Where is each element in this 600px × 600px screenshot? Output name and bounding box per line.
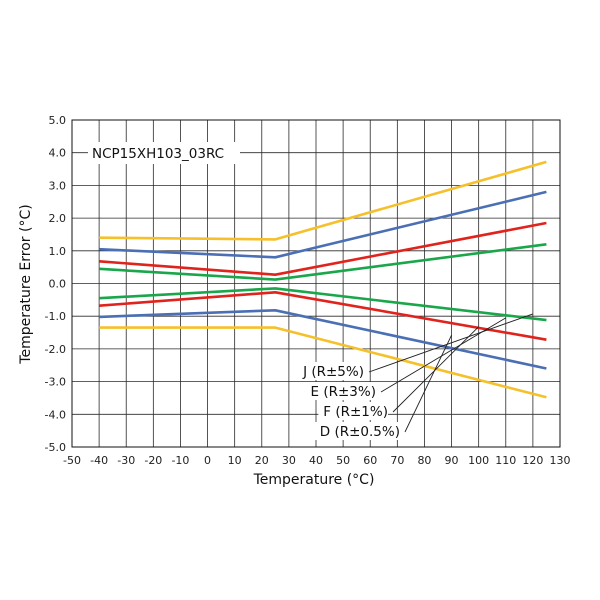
x-tick-label: 110 [495,454,516,467]
x-tick-label: 120 [522,454,543,467]
x-tick-label: 30 [282,454,296,467]
series-line [99,160,547,241]
series-line [99,287,547,322]
x-tick-label: -20 [144,454,162,467]
y-tick-label: 0.0 [49,278,67,291]
annotation-label: J (R±5%) [302,364,364,380]
y-tick-label: 4.0 [49,147,67,160]
y-tick-label: 1.0 [49,245,67,258]
y-tick-label: -3.0 [45,376,66,389]
y-tick-labels: 5.0 4.0 3.0 2.0 1.0 0.0 -1.0 -2.0 -3.0 -4.0 -5.0 [45,114,66,454]
annotation-label: D (R±0.5%) [320,424,400,440]
annotation-label-background [314,422,400,440]
y-tick-label: -5.0 [45,441,66,454]
series-line [99,326,547,399]
x-tick-labels: -50 -40 -30 -20 -10 0 10 20 30 40 50 60 70 80 90 100 110… [63,454,570,467]
y-tick-label: -4.0 [45,408,66,421]
annotation-label-background [306,382,376,400]
x-tick-label: -40 [90,454,108,467]
y-tick-label: 3.0 [49,179,67,192]
x-tick-label: 0 [204,454,211,467]
x-axis-title: Temperature (°C) [253,472,375,488]
series-lines [99,160,547,399]
x-tick-label: -10 [171,454,189,467]
x-tick-label: -30 [117,454,135,467]
x-tick-label: 90 [445,454,459,467]
annotation-label-background [318,402,388,420]
annotation-leaders: J (R±5%) E (R±3%) F (R±1%) D (R±0.5%) [294,313,534,440]
series-line [99,190,547,259]
annotation-label: E (R±3%) [311,384,376,400]
y-tick-label: -1.0 [45,310,66,323]
x-tick-label: -50 [63,454,81,467]
x-tick-label: 130 [550,454,571,467]
chart-title-background [88,142,240,164]
annotation-label: F (R±1%) [323,404,388,420]
annotation-leader-line [392,326,479,413]
annotation-leader-line [380,317,507,393]
chart-title-group: NCP15XH103_03RC [88,142,240,164]
plot-frame [71,119,561,448]
y-tick-label: 5.0 [49,114,67,127]
y-axis-title: Temperature Error (°C) [18,204,34,364]
y-tick-label: 2.0 [49,212,67,225]
series-line [99,243,547,281]
x-tick-label: 10 [228,454,242,467]
x-tick-label: 100 [468,454,489,467]
series-line [99,290,547,341]
x-tick-label: 50 [336,454,350,467]
y-tick-label: -2.0 [45,343,66,356]
x-tick-label: 40 [309,454,323,467]
annotation-label-background [294,362,364,380]
series-line [99,221,547,277]
annotation-leader-line [404,334,452,433]
chart-title: NCP15XH103_03RC [92,146,224,162]
annotation-leader-line [368,313,534,373]
x-tick-label: 60 [363,454,377,467]
x-tick-label: 70 [390,454,404,467]
x-tick-label: 20 [255,454,269,467]
x-tick-label: 80 [417,454,431,467]
